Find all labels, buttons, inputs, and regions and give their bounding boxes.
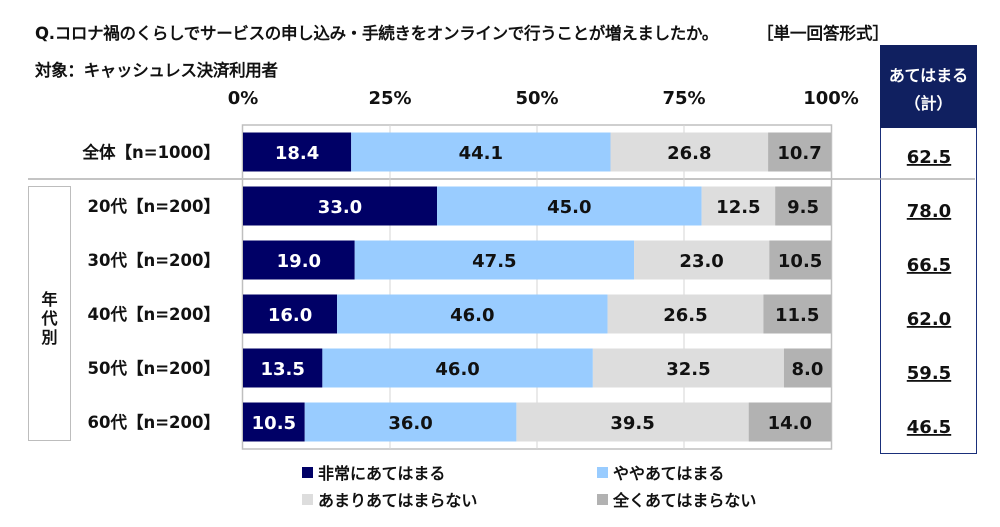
bar-segment — [610, 132, 769, 172]
legend-swatch-gray-icon — [597, 493, 608, 505]
summary-value: 66.5 — [907, 255, 951, 276]
legend-label: 全くあてはまらない — [613, 491, 757, 510]
bar-data-label: 18.4 — [275, 143, 319, 164]
bar-data-label: 8.0 — [792, 359, 824, 380]
bar-data-label: 39.5 — [610, 413, 654, 434]
bar-data-label: 36.0 — [388, 413, 432, 434]
age-group-label-char: 別 — [41, 328, 58, 347]
legend-swatch-lightblue-icon — [597, 466, 608, 478]
x-tick-label: 0% — [228, 88, 259, 109]
bar-data-label: 9.5 — [787, 197, 819, 218]
age-group-box — [28, 186, 71, 441]
summary-value: 46.5 — [907, 417, 951, 438]
bar-data-label: 46.0 — [435, 359, 479, 380]
summary-header-line1: あてはまる — [888, 66, 969, 85]
x-tick-label: 75% — [662, 88, 705, 109]
bar-segment — [634, 240, 770, 280]
bar-segment — [243, 132, 352, 172]
bar-data-label: 19.0 — [277, 251, 321, 272]
category-label: 60代【n=200】 — [88, 413, 220, 432]
bar-segment — [701, 186, 776, 226]
category-label: 40代【n=200】 — [88, 305, 220, 324]
chart-subtitle: 対象：キャッシュレス決済利用者 — [35, 61, 278, 80]
bar-data-label: 12.5 — [716, 197, 760, 218]
bar-data-label: 11.5 — [775, 305, 819, 326]
summary-value: 78.0 — [907, 201, 951, 222]
legend-swatch-lightgray-icon — [302, 493, 313, 505]
bar-data-label: 13.5 — [260, 359, 304, 380]
legend-item-somewhat-applicable: ややあてはまる — [597, 460, 724, 484]
legend-item-not-very-applicable: あまりあてはまらない — [302, 487, 477, 511]
bar-segment — [769, 240, 831, 280]
bar-data-label: 16.0 — [268, 305, 312, 326]
bar-segment — [304, 402, 517, 442]
bar-segment — [351, 132, 611, 172]
bar-segment — [322, 348, 593, 388]
legend-label: 非常にあてはまる — [318, 464, 446, 483]
bar-data-label: 46.0 — [450, 305, 494, 326]
x-tick-label: 25% — [368, 88, 411, 109]
bar-data-label: 32.5 — [666, 359, 710, 380]
bar-segment — [516, 402, 749, 442]
bar-segment — [243, 294, 338, 334]
legend-item-not-at-all-applicable: 全くあてはまらない — [597, 487, 756, 511]
bar-segment — [243, 240, 355, 280]
bar-segment — [775, 186, 831, 226]
bar-data-label: 10.5 — [778, 251, 822, 272]
summary-value: 62.0 — [907, 309, 951, 330]
bar-data-label: 45.0 — [547, 197, 591, 218]
age-group-label-char: 代 — [41, 309, 58, 328]
x-tick-label: 50% — [515, 88, 558, 109]
bar-data-label: 44.1 — [459, 143, 503, 164]
question-format: ［単一回答形式］ — [757, 24, 889, 43]
bar-data-label: 26.5 — [663, 305, 707, 326]
bar-data-label: 33.0 — [318, 197, 362, 218]
bar-data-label: 10.7 — [777, 143, 821, 164]
age-group-label-char: 年 — [41, 290, 58, 309]
bar-data-label: 23.0 — [679, 251, 723, 272]
bar-segment — [748, 402, 831, 442]
age-group-label: 年 代 別 — [28, 290, 71, 347]
legend-label: ややあてはまる — [613, 464, 725, 483]
summary-value: 62.5 — [907, 147, 951, 168]
bar-segment — [243, 186, 438, 226]
bar-segment — [243, 402, 305, 442]
bar-data-label: 26.8 — [667, 143, 711, 164]
summary-value: 59.5 — [907, 363, 951, 384]
chart-title: Q.コロナ禍のくらしでサービスの申し込み・手続きをオンラインで行うことが増えまし… — [35, 24, 719, 43]
x-tick-label: 100% — [803, 88, 859, 109]
summary-header-line2: （計） — [904, 94, 953, 113]
bar-segment — [592, 348, 784, 388]
bar-data-label: 10.5 — [252, 413, 296, 434]
bar-segment — [337, 294, 608, 334]
category-label: 50代【n=200】 — [88, 359, 220, 378]
legend-swatch-navy-icon — [302, 466, 313, 478]
category-label: 20代【n=200】 — [88, 197, 220, 216]
bar-segment — [243, 348, 323, 388]
bar-segment — [354, 240, 635, 280]
category-label: 全体【n=1000】 — [82, 142, 221, 162]
bar-segment — [763, 294, 831, 334]
summary-header: あてはまる （計） — [880, 45, 977, 128]
bar-segment — [783, 348, 831, 388]
bar-data-label: 47.5 — [472, 251, 516, 272]
legend-item-very-applicable: 非常にあてはまる — [302, 460, 445, 484]
bar-data-label: 14.0 — [768, 413, 812, 434]
bar-segment — [768, 132, 831, 172]
category-label: 30代【n=200】 — [88, 251, 220, 270]
bar-segment — [437, 186, 702, 226]
legend-label: あまりあてはまらない — [318, 491, 478, 510]
bar-segment — [607, 294, 764, 334]
